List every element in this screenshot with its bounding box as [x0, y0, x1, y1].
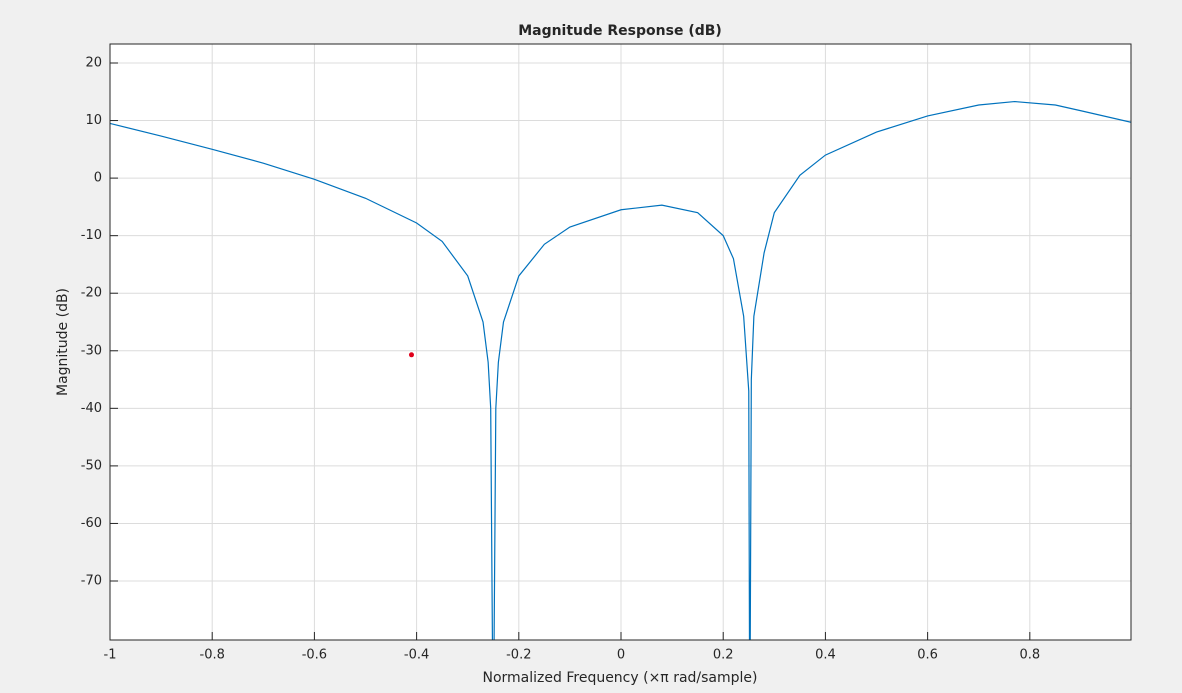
y-tick-label: -50: [81, 458, 102, 473]
x-tick-label: -0.2: [506, 648, 531, 663]
y-tick-label: 0: [94, 171, 102, 186]
x-tick-label: 0.8: [1019, 648, 1040, 663]
data-line: [110, 100, 1131, 640]
x-tick-label: 0.4: [815, 648, 836, 663]
x-tick-label: -0.8: [200, 648, 225, 663]
marker-point: [408, 352, 414, 358]
x-tick-label: -1: [104, 648, 117, 663]
axes-box: [109, 43, 1132, 641]
y-tick-label: -40: [81, 401, 102, 416]
y-tick-label: -70: [81, 574, 102, 589]
x-tick-label: 0.6: [917, 648, 938, 663]
y-tick-label: 20: [85, 55, 102, 70]
plot-clip: [110, 100, 1131, 640]
x-tick-label: 0: [617, 648, 625, 663]
y-tick-label: -10: [81, 228, 102, 243]
x-tick-label: -0.6: [302, 648, 327, 663]
y-axis-label: Magnitude (dB): [55, 288, 71, 396]
y-tick-label: 10: [85, 113, 102, 128]
y-tick-label: -20: [81, 286, 102, 301]
x-axis-label: Normalized Frequency (×π rad/sample): [483, 670, 758, 686]
y-tick-label: -30: [81, 343, 102, 358]
chart-title: Magnitude Response (dB): [518, 23, 722, 39]
plot-area: [110, 44, 1131, 640]
x-tick-label: 0.2: [713, 648, 734, 663]
y-tick-label: -60: [81, 516, 102, 531]
x-tick-label: -0.4: [404, 648, 429, 663]
